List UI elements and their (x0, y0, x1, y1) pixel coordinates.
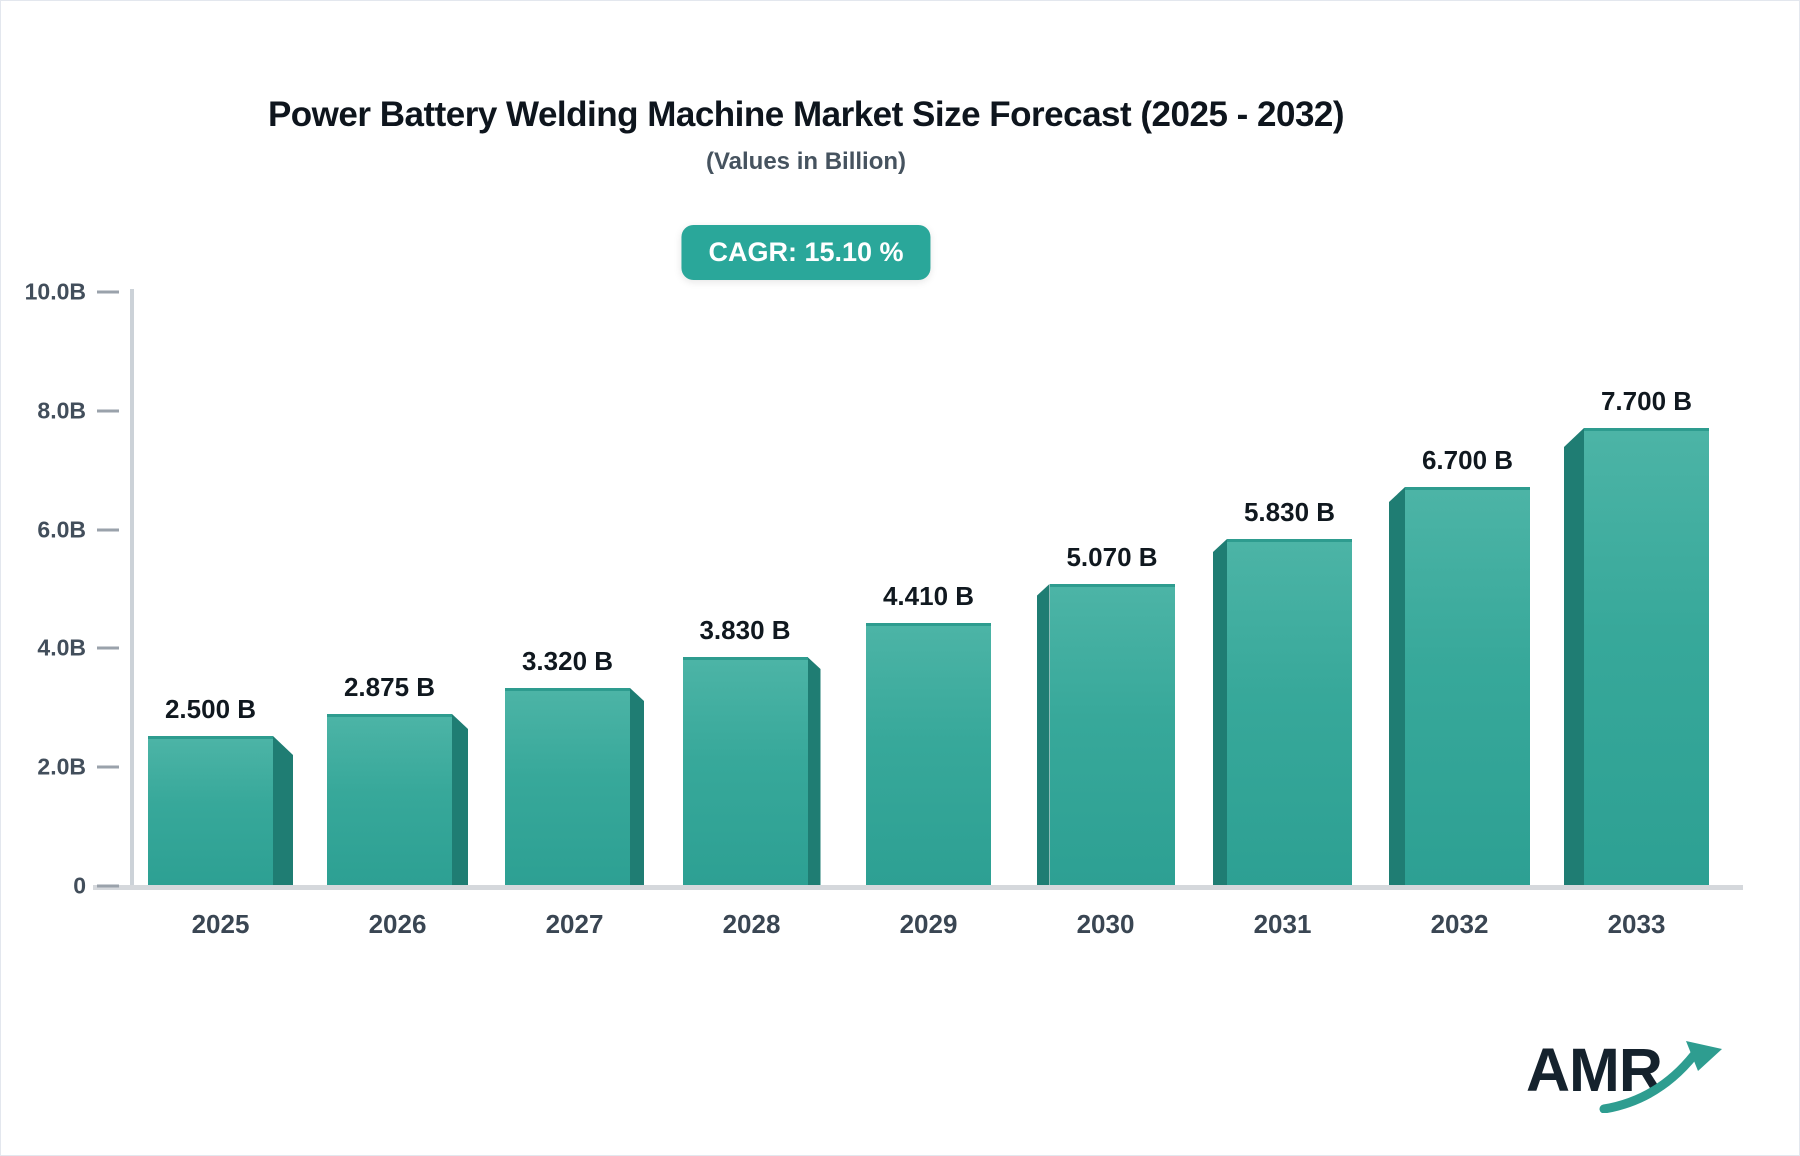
bar-front-2025 (148, 736, 273, 885)
x-axis-label: 2033 (1607, 909, 1666, 939)
cagr-badge: CAGR: 15.10 % (681, 225, 931, 280)
bar-front-2029 (866, 623, 991, 885)
bar-front-2031 (1227, 539, 1352, 885)
amr-logo-text: AMR (1526, 1036, 1663, 1104)
bar-side-2026 (452, 714, 468, 885)
bar-side-2031 (1213, 539, 1227, 885)
x-axis-label: 2031 (1253, 909, 1312, 939)
bar-value-label: 2.875 B (343, 672, 436, 702)
bar-front-2026 (327, 714, 452, 885)
chart-subtitle: (Values in Billion) (705, 148, 907, 175)
x-axis-label: 2032 (1430, 909, 1489, 939)
y-tick-dash (97, 409, 119, 413)
bar-side-2025 (273, 736, 293, 885)
bar-value-label: 3.320 B (521, 646, 614, 676)
y-tick-label: 2.0B (37, 753, 86, 780)
bar-side-2027 (630, 688, 644, 885)
y-tick-dash (97, 646, 119, 650)
x-axis-label: 2028 (722, 909, 781, 939)
y-tick-label: 8.0B (37, 397, 86, 424)
bar-value-label: 3.830 B (699, 615, 791, 645)
y-axis-line (130, 289, 134, 890)
x-axis-label: 2029 (899, 909, 958, 939)
x-axis-label: 2025 (191, 909, 250, 939)
bar-value-label: 4.410 B (882, 581, 975, 611)
x-axis-label: 2026 (368, 909, 427, 939)
bar-front-2032 (1405, 487, 1530, 885)
bar-value-label: 7.700 B (1600, 386, 1693, 416)
y-tick-label: 4.0B (37, 634, 86, 661)
y-tick-label: 6.0B (37, 516, 86, 543)
x-axis-label: 2030 (1076, 909, 1135, 939)
bar-front-2033 (1584, 428, 1709, 885)
bar-front-2028 (682, 657, 808, 885)
bar-side-2028 (807, 657, 821, 885)
y-tick-dash (97, 765, 119, 769)
bar-front-2030 (1049, 584, 1175, 885)
y-tick-dash (97, 528, 119, 532)
bar-side-2033 (1564, 428, 1584, 885)
y-tick-dash (97, 290, 119, 294)
amr-logo: AMR (1526, 1035, 1726, 1115)
bar-front-2027 (505, 688, 630, 885)
bar-side-2030 (1036, 584, 1050, 885)
growth-arrow-icon (1599, 1041, 1722, 1113)
chart-title: Power Battery Welding Machine Market Siz… (267, 95, 1345, 134)
y-tick-label: 0 (73, 872, 86, 899)
bar-value-label: 2.500 B (164, 694, 257, 724)
x-axis-label: 2027 (545, 909, 604, 939)
bar-value-label: 5.830 B (1243, 497, 1336, 527)
y-tick-dash (97, 884, 119, 888)
x-axis-line (93, 885, 1743, 890)
bar-value-label: 5.070 B (1066, 542, 1158, 572)
bar-value-label: 6.700 B (1421, 445, 1514, 475)
bar-side-2032 (1389, 487, 1405, 885)
y-tick-label: 10.0B (24, 278, 86, 305)
